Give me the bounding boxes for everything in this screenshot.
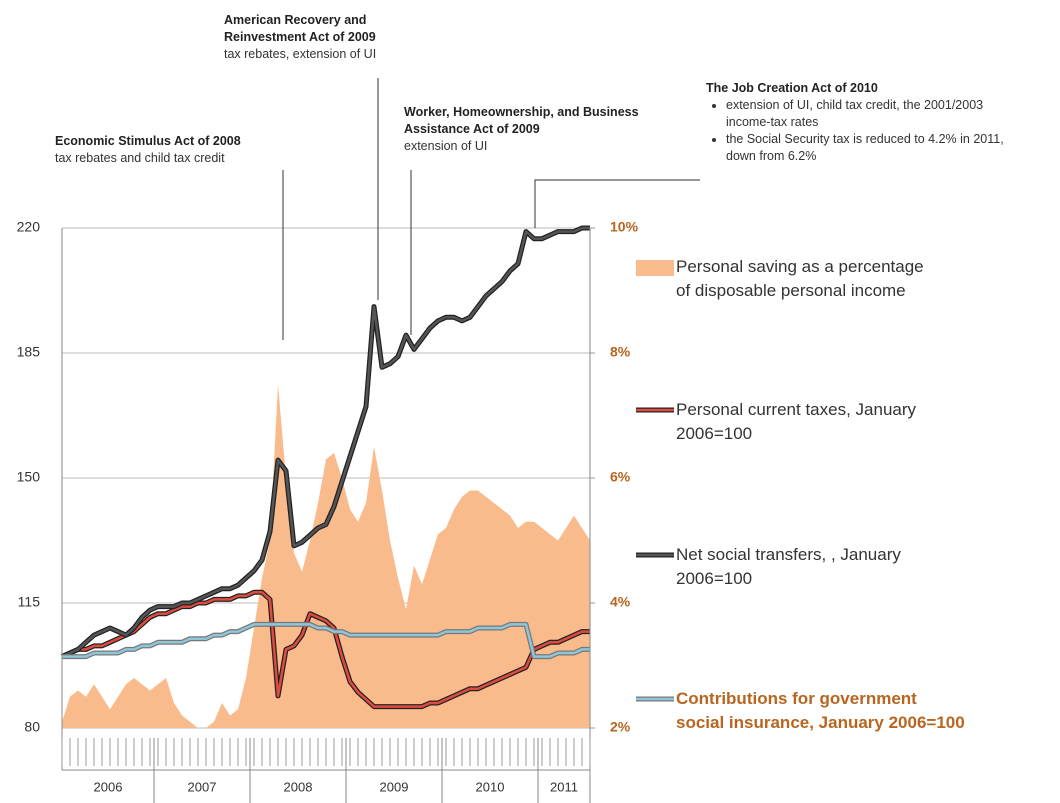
bullet: the Social Security tax is reduced to 4.… bbox=[726, 131, 1016, 165]
legend-label: Personal current taxes, January 2006=100 bbox=[676, 400, 917, 443]
area bbox=[62, 384, 590, 728]
annotation-title: American Recovery and Reinvestment Act o… bbox=[224, 13, 376, 44]
y2-tick-label: 2% bbox=[610, 719, 631, 735]
annotation-text: extension of UI bbox=[404, 139, 488, 153]
y-tick-label: 220 bbox=[17, 219, 41, 235]
x-tick-label: 2006 bbox=[94, 779, 123, 794]
x-tick-label: 2008 bbox=[284, 779, 313, 794]
bullet-list: extension of UI, child tax credit, the 2… bbox=[706, 97, 1016, 165]
line bbox=[61, 591, 590, 708]
annotation-title: The Job Creation Act of 2010 bbox=[706, 81, 878, 95]
y-tick-label: 185 bbox=[17, 344, 41, 360]
line bbox=[62, 623, 590, 658]
y-tick-label: 115 bbox=[18, 594, 41, 610]
x-tick-label: 2007 bbox=[188, 779, 217, 794]
x-tick-label: 2009 bbox=[380, 779, 409, 794]
annotation: Worker, Homeownership, and Business Assi… bbox=[404, 104, 664, 155]
legend-label: Personal saving as a percentage of dispo… bbox=[676, 257, 924, 300]
y2-tick-label: 8% bbox=[610, 344, 631, 360]
x-tick-label: 2010 bbox=[476, 779, 505, 794]
annotation-title: Worker, Homeownership, and Business Assi… bbox=[404, 105, 639, 136]
y-tick-label: 150 bbox=[17, 469, 41, 485]
line bbox=[61, 226, 590, 658]
annotation: American Recovery and Reinvestment Act o… bbox=[224, 12, 409, 63]
y2-tick-label: 6% bbox=[610, 469, 631, 485]
annotation-title: Economic Stimulus Act of 2008 bbox=[55, 134, 241, 148]
legend-swatch bbox=[636, 260, 674, 276]
annotation: Economic Stimulus Act of 2008 tax rebates… bbox=[55, 133, 315, 167]
y2-tick-label: 10% bbox=[610, 219, 639, 235]
annotation: The Job Creation Act of 2010 extension of… bbox=[706, 80, 1016, 165]
y-tick-label: 80 bbox=[24, 719, 40, 735]
annotation-text: tax rebates and child tax credit bbox=[55, 151, 225, 165]
x-tick-label: 2011 bbox=[550, 779, 578, 794]
annotation-text: tax rebates, extension of UI bbox=[224, 47, 377, 61]
y2-tick-label: 4% bbox=[610, 594, 631, 610]
legend-label: Contributions for government social insu… bbox=[676, 689, 965, 732]
legend-label: Net social transfers, , January 2006=100 bbox=[676, 545, 901, 588]
bullet: extension of UI, child tax credit, the 2… bbox=[726, 97, 1016, 131]
leader-line bbox=[534, 179, 700, 228]
